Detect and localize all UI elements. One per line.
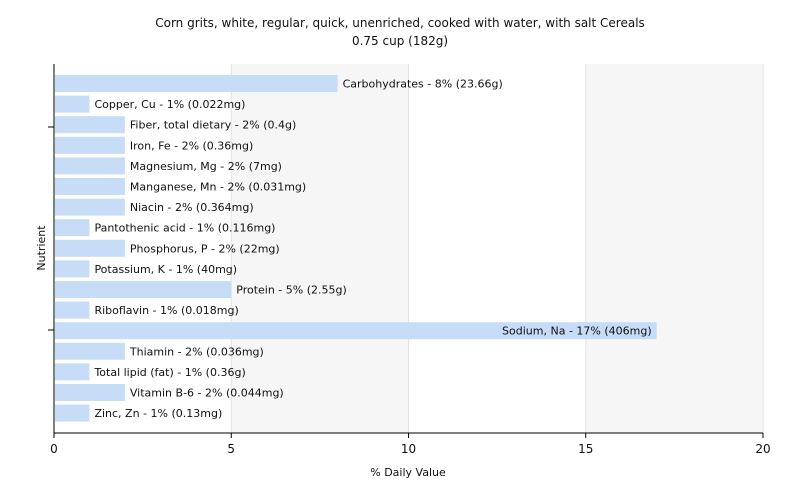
background-band	[408, 64, 586, 433]
bar	[55, 363, 90, 381]
bar-label: Total lipid (fat) - 1% (0.36g)	[93, 366, 245, 379]
bar	[55, 342, 125, 360]
bar	[55, 384, 125, 401]
bar	[55, 178, 125, 195]
x-tick-label: 10	[401, 442, 416, 456]
bar-label: Pantothenic acid - 1% (0.116mg)	[94, 222, 275, 235]
bar	[55, 157, 125, 175]
bar	[55, 198, 125, 216]
bar	[55, 116, 125, 134]
x-tick-label: 5	[227, 442, 235, 456]
bar-label: Riboflavin - 1% (0.018mg)	[94, 304, 238, 317]
bar	[55, 136, 125, 154]
bar-label: Carbohydrates - 8% (23.66g)	[343, 78, 503, 91]
bar	[55, 95, 90, 113]
bar-label: Niacin - 2% (0.364mg)	[130, 201, 254, 214]
bar	[55, 301, 90, 319]
plot-background	[54, 64, 763, 433]
bar	[55, 281, 232, 298]
bar	[55, 322, 657, 340]
bar-label: Potassium, K - 1% (40mg)	[94, 263, 237, 276]
bar	[55, 260, 90, 278]
bar-labels: Carbohydrates - 8% (23.66g) Copper, Cu - …	[93, 78, 651, 421]
bar-label: Manganese, Mn - 2% (0.031mg)	[130, 181, 306, 194]
bar	[55, 239, 125, 257]
x-tick-label: 15	[578, 442, 593, 456]
bar	[55, 404, 90, 422]
bar	[55, 75, 338, 92]
background-band	[585, 64, 763, 433]
bar-label: Sodium, Na - 17% (406mg)	[502, 325, 652, 338]
bar	[55, 219, 90, 237]
x-ticks: 0 5 10 15 20	[50, 433, 771, 456]
bars	[55, 75, 657, 422]
x-axis-label: % Daily Value	[370, 466, 446, 479]
bar-label: Phosphorus, P - 2% (22mg)	[130, 242, 280, 255]
bar-label: Zinc, Zn - 1% (0.13mg)	[94, 407, 222, 420]
chart-title: Corn grits, white, regular, quick, unenr…	[155, 16, 645, 30]
bar-label: Iron, Fe - 2% (0.36mg)	[130, 139, 253, 152]
chart-subtitle: 0.75 cup (182g)	[352, 34, 448, 48]
x-tick-label: 20	[755, 442, 770, 456]
grid-lines	[230, 64, 764, 433]
background-band	[231, 64, 409, 433]
bar-label: Protein - 5% (2.55g)	[236, 284, 347, 297]
x-tick-label: 0	[50, 442, 58, 456]
bar-label: Fiber, total dietary - 2% (0.4g)	[130, 119, 296, 132]
bar-label: Copper, Cu - 1% (0.022mg)	[94, 98, 245, 111]
bar-label: Magnesium, Mg - 2% (7mg)	[130, 160, 282, 173]
bar-label: Thiamin - 2% (0.036mg)	[129, 345, 264, 358]
bar-label: Vitamin B-6 - 2% (0.044mg)	[130, 387, 284, 400]
y-axis-label: Nutrient	[35, 225, 48, 271]
